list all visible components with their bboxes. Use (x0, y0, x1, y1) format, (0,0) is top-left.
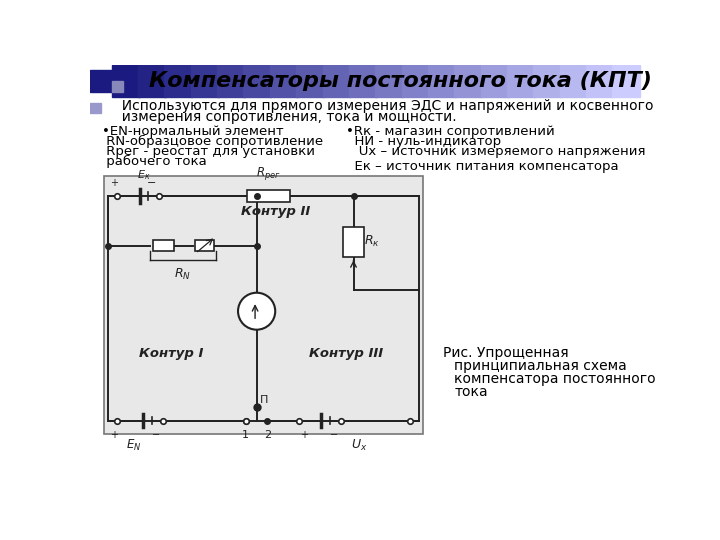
Bar (428, 65, 456, 97)
Text: измерения сопротивления, тока и мощности.: измерения сопротивления, тока и мощности… (113, 110, 457, 124)
Bar (191, 65, 219, 97)
Text: тока: тока (454, 385, 488, 399)
Text: Компенсаторы постоянного тока (КПТ): Компенсаторы постоянного тока (КПТ) (148, 71, 652, 91)
Text: −: − (148, 178, 157, 188)
Text: −: − (330, 430, 338, 440)
Bar (243, 65, 271, 97)
Text: Ux – источник измеряемого напряжения: Ux – источник измеряемого напряжения (346, 145, 645, 158)
Text: Rрег - реостат для установки: Rрег - реостат для установки (102, 145, 315, 158)
Text: $R_N$: $R_N$ (174, 267, 191, 282)
Bar (104, 177, 423, 434)
Bar (296, 65, 324, 97)
Text: Рис. Упрощенная: Рис. Упрощенная (443, 346, 568, 360)
Text: компенсатора постоянного: компенсатора постоянного (454, 372, 656, 386)
Bar (534, 65, 561, 97)
Bar (138, 65, 166, 97)
Bar (90, 70, 112, 92)
Bar (112, 81, 122, 92)
Bar (323, 65, 351, 97)
Bar (90, 103, 101, 113)
Text: рабочего тока: рабочего тока (102, 154, 207, 167)
Text: −: − (152, 430, 160, 440)
Text: •EN-нормальный элемент: •EN-нормальный элемент (102, 125, 283, 138)
Bar (481, 65, 508, 97)
Bar (349, 65, 377, 97)
Bar (586, 65, 614, 97)
Text: Контур III: Контур III (309, 347, 383, 360)
Bar (164, 65, 192, 97)
Text: $U_x$: $U_x$ (351, 437, 367, 453)
Bar (612, 65, 640, 97)
Text: •Rк - магазин сопротивлений: •Rк - магазин сопротивлений (346, 125, 554, 138)
Bar (112, 65, 140, 97)
Text: Используются для прямого измерения ЭДС и напряжений и косвенного: Используются для прямого измерения ЭДС и… (113, 99, 654, 113)
Text: RN-образцовое сопротивление: RN-образцовое сопротивление (102, 134, 323, 147)
Bar (153, 240, 174, 251)
Text: +: + (300, 430, 308, 440)
Text: П: П (260, 395, 268, 405)
Text: принципиальная схема: принципиальная схема (454, 359, 627, 373)
Text: +: + (110, 178, 118, 188)
Text: +: + (110, 430, 118, 440)
Bar (559, 65, 588, 97)
Bar (402, 65, 429, 97)
Text: $R_{рег}$: $R_{рег}$ (256, 165, 281, 182)
Bar (217, 65, 245, 97)
Text: Контур I: Контур I (139, 347, 204, 360)
Circle shape (238, 293, 275, 330)
Text: Ек – источник питания компенсатора: Ек – источник питания компенсатора (346, 160, 618, 173)
Bar (195, 240, 214, 251)
Text: 1: 1 (242, 430, 249, 440)
Bar (343, 226, 364, 257)
Bar (270, 65, 297, 97)
Text: НИ: НИ (259, 306, 276, 316)
Text: НИ - нуль-индикатор: НИ - нуль-индикатор (346, 134, 501, 147)
Text: $R_к$: $R_к$ (364, 234, 380, 249)
Bar (507, 65, 535, 97)
Text: Контур II: Контур II (241, 205, 310, 218)
Bar (375, 65, 403, 97)
Text: 2: 2 (264, 430, 271, 440)
Text: $E_N$: $E_N$ (126, 437, 141, 453)
Bar (454, 65, 482, 97)
Bar (247, 190, 289, 202)
Text: $E_к$: $E_к$ (138, 168, 151, 182)
